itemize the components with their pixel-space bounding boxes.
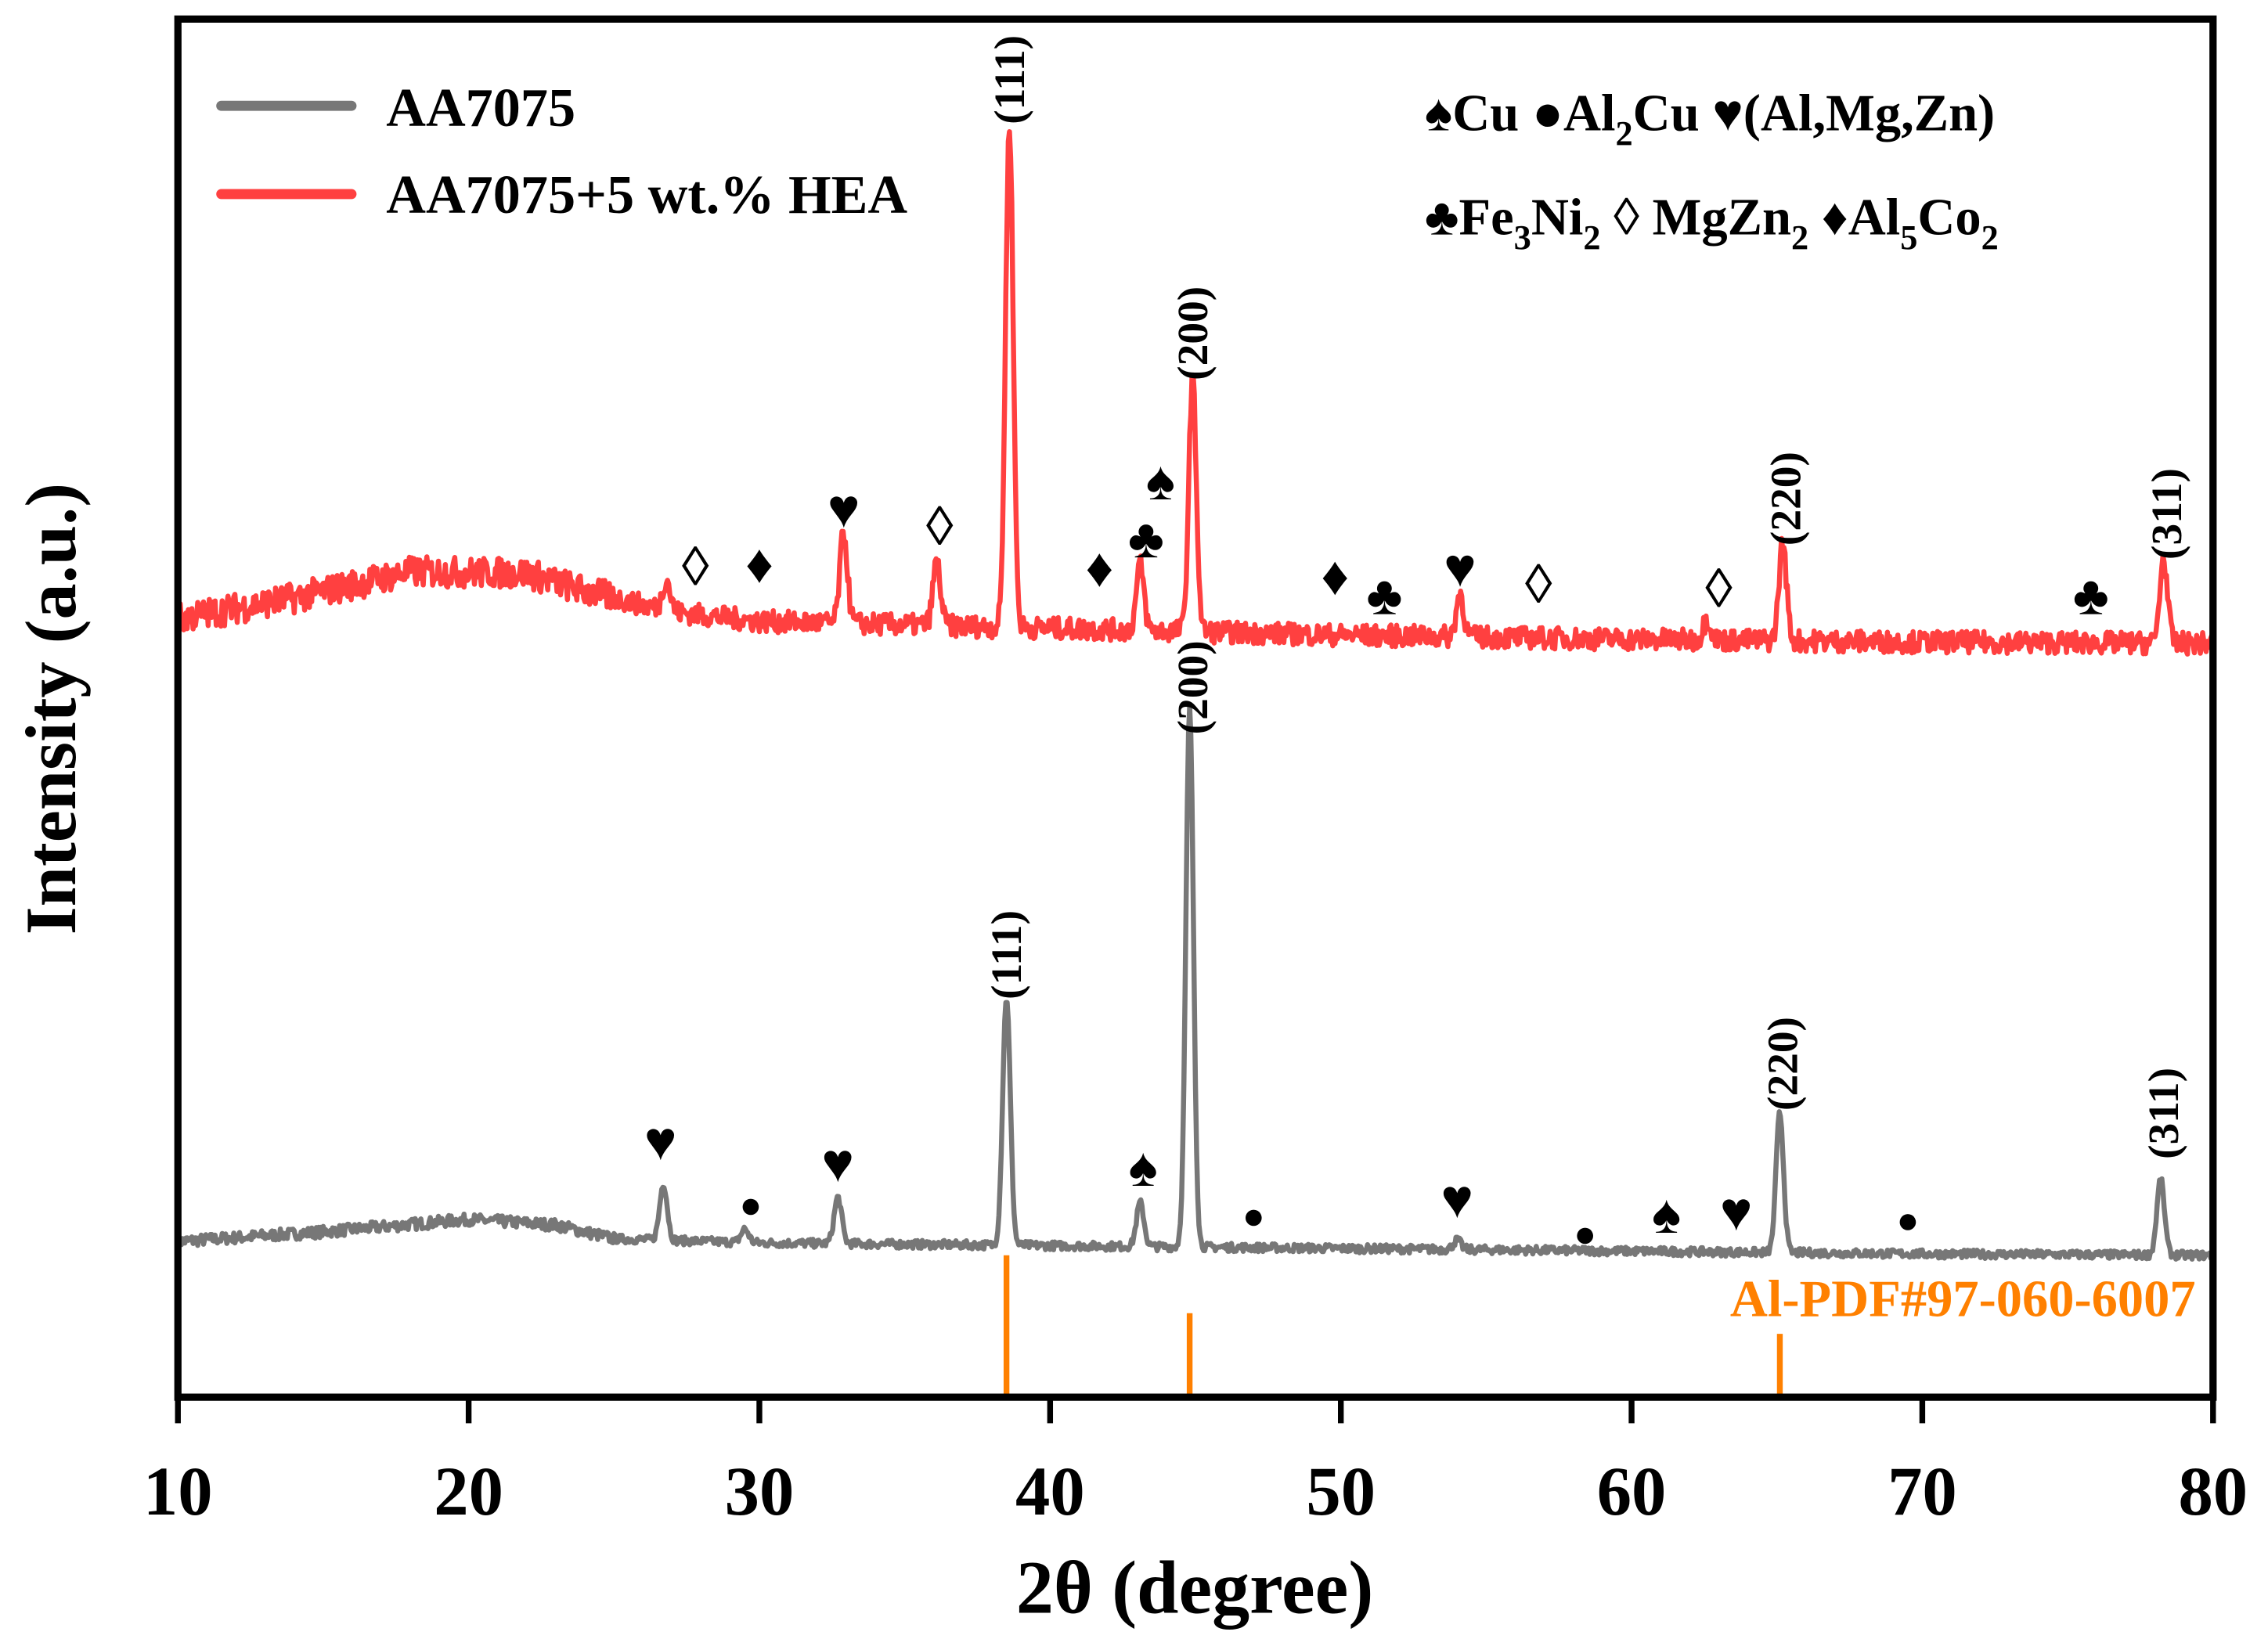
legend: AA7075 AA7075+5 wt.% HEA	[216, 77, 907, 225]
hkl-label: (111)	[986, 35, 1033, 124]
legend-label-hea: AA7075+5 wt.% HEA	[386, 164, 907, 225]
phase-marker: ♥	[1440, 1169, 1473, 1230]
x-tick-label: 50	[1306, 1453, 1376, 1530]
x-axis-ticks: 10 20 30 40 50 60 70 80	[143, 1397, 2248, 1530]
x-tick-label: 20	[434, 1453, 503, 1530]
phase-marker: ♣	[1366, 565, 1402, 626]
y-axis-label: Intensity (a.u.)	[11, 483, 91, 935]
phase-marker: ♠	[1129, 1137, 1158, 1198]
phase-marker: ♥	[644, 1111, 677, 1173]
phase-marker: ♦	[1086, 538, 1114, 599]
annotations: (111) (200) (220) (311) ♥ ● ♥ ♠ ● ♥ ● ♠ ♥ ● (111) (200)…	[644, 35, 2190, 1255]
phase-marker: ◊	[926, 496, 954, 557]
reference-lines	[1003, 1255, 1783, 1398]
phase-marker: ♦	[745, 534, 773, 595]
phase-marker: ♠	[1146, 451, 1175, 512]
hkl-label: (200)	[1169, 286, 1217, 380]
x-tick-label: 60	[1597, 1453, 1667, 1530]
hkl-label: (220)	[1761, 452, 1809, 546]
phase-marker: ♥	[828, 478, 860, 539]
phase-marker: ♥	[1444, 538, 1477, 599]
phase-legend-row-2: ♣Fe3Ni2 ◊ MgZn2 ♦Al5Co2	[1425, 189, 1999, 257]
series-line-1	[175, 129, 2215, 657]
x-tick-label: 80	[2178, 1453, 2248, 1530]
x-tick-label: 40	[1015, 1453, 1085, 1530]
hkl-label: (311)	[2143, 468, 2190, 560]
hkl-label: (200)	[1169, 640, 1217, 734]
phase-marker: ◊	[1525, 554, 1552, 615]
curves	[175, 129, 2215, 1262]
phase-marker: ●	[1896, 1200, 1919, 1241]
series-line-0	[175, 704, 2215, 1262]
phase-marker: ◊	[1705, 558, 1733, 619]
phase-marker: ♣	[2073, 565, 2109, 626]
phase-marker: ●	[739, 1184, 762, 1226]
phase-legend-row-1: ♠Cu ●Al2Cu ♥(Al,Mg,Zn)	[1425, 85, 1995, 153]
phase-marker: ♥	[821, 1133, 854, 1194]
reference-label: Al-PDF#97-060-6007	[1730, 1271, 2196, 1328]
phase-marker: ●	[1574, 1213, 1596, 1255]
x-tick-label: 70	[1888, 1453, 1957, 1530]
phase-marker: ♥	[1720, 1181, 1753, 1242]
phase-marker: ●	[1242, 1196, 1265, 1237]
x-tick-label: 30	[725, 1453, 795, 1530]
hkl-label: (111)	[983, 910, 1030, 1000]
phase-legend: ♠Cu ●Al2Cu ♥(Al,Mg,Zn) ♣Fe3Ni2 ◊ MgZn2 ♦…	[1425, 85, 1999, 258]
x-tick-label: 10	[143, 1453, 213, 1530]
phase-marker: ♦	[1321, 546, 1349, 607]
plot-frame	[174, 15, 2217, 1401]
legend-label-aa7075: AA7075	[386, 77, 575, 139]
phase-marker: ◊	[682, 536, 709, 597]
hkl-label: (220)	[1759, 1017, 1807, 1111]
phase-marker: ♠	[1652, 1184, 1681, 1245]
hkl-label: (311)	[2140, 1068, 2187, 1159]
x-axis-label: 2θ (degree)	[1016, 1545, 1373, 1629]
phase-marker: ♣	[1128, 509, 1164, 570]
